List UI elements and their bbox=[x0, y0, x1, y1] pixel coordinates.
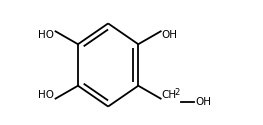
Text: OH: OH bbox=[195, 96, 211, 106]
Text: OH: OH bbox=[162, 30, 178, 40]
Text: HO: HO bbox=[38, 30, 54, 40]
Text: HO: HO bbox=[38, 90, 54, 100]
Text: 2: 2 bbox=[175, 88, 180, 97]
Text: CH: CH bbox=[162, 90, 177, 100]
